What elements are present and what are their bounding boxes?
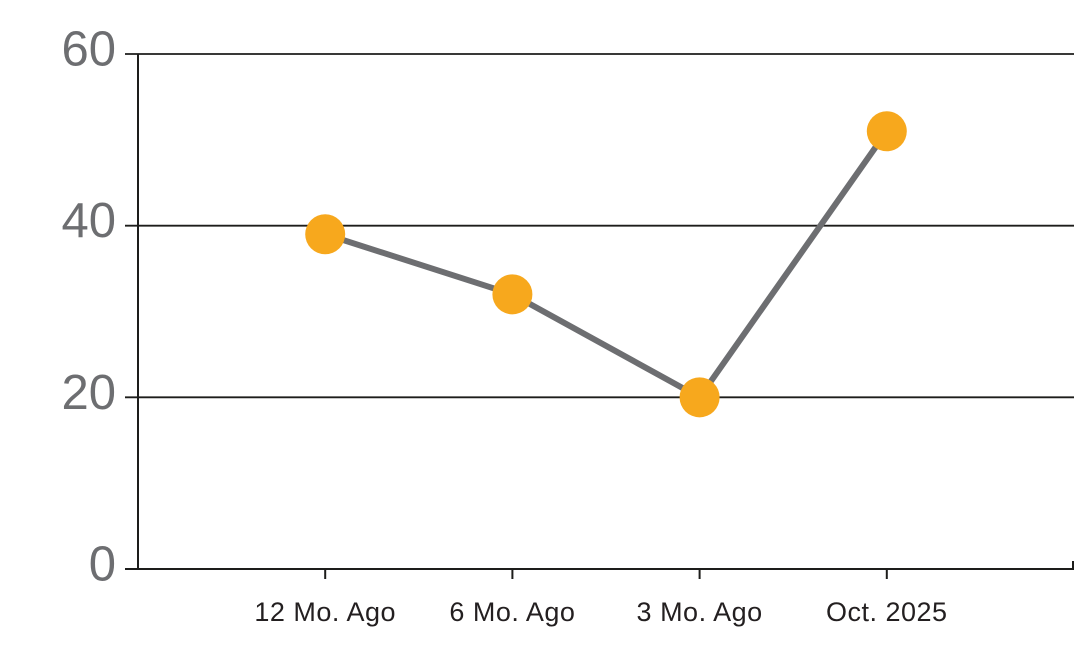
x-tick-label-2: 3 Mo. Ago [637, 597, 763, 627]
data-point-0 [305, 214, 346, 255]
series-line [324, 129, 890, 401]
y-tick-label-0: 0 [89, 538, 116, 592]
data-point-2 [679, 377, 720, 418]
y-tick-label-20: 20 [61, 366, 116, 420]
x-tick-label-1: 6 Mo. Ago [449, 597, 575, 627]
y-tick-label-40: 40 [61, 194, 116, 248]
data-point-1 [492, 274, 533, 315]
x-tick-label-0: 12 Mo. Ago [254, 597, 396, 627]
y-tick-label-60: 60 [61, 23, 116, 77]
x-tick-label-3: Oct. 2025 [826, 597, 948, 627]
data-point-3 [866, 111, 907, 152]
